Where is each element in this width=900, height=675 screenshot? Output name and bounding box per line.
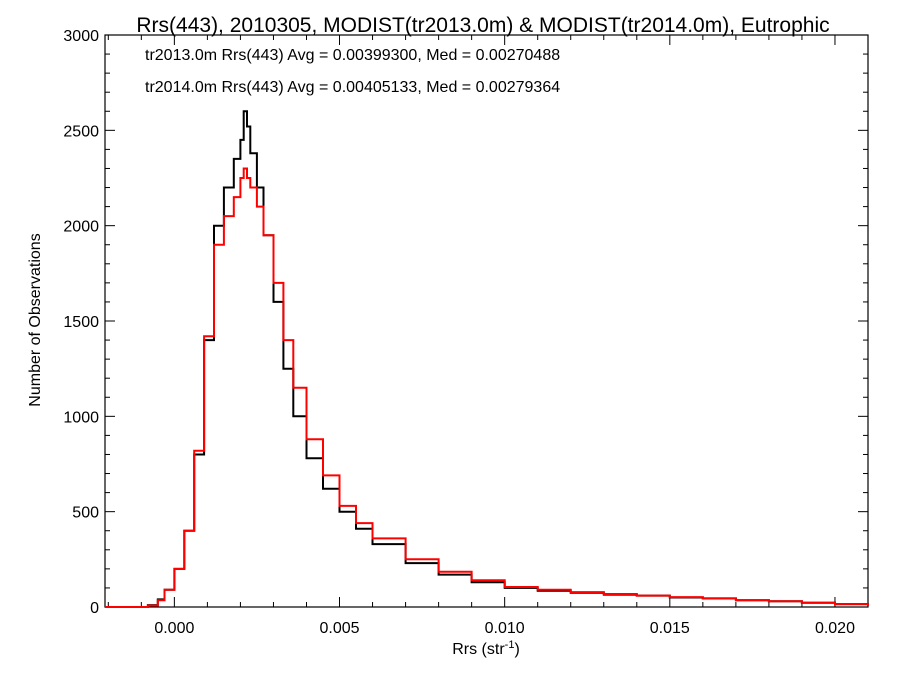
y-tick-label: 1500 <box>63 314 99 331</box>
y-tick-label: 2500 <box>63 123 99 140</box>
y-tick-label: 0 <box>90 600 99 617</box>
plot-frame <box>104 34 869 608</box>
x-axis-label-text: Rrs (str <box>452 641 505 658</box>
x-axis-ticks: 0.000 0.005 0.010 0.015 0.020 <box>107 35 869 637</box>
y-tick-label: 1000 <box>63 409 99 426</box>
x-tick-label: 0.020 <box>815 620 855 637</box>
chart-title: Rrs(443), 2010305, MODIST(tr2013.0m) & M… <box>136 14 829 37</box>
annotation-series-2-stats: tr2014.0m Rrs(443) Avg = 0.00405133, Med… <box>145 79 560 96</box>
series-tr2013-line <box>105 110 869 608</box>
x-tick-label: 0.010 <box>485 620 525 637</box>
x-axis-label-superscript: -1 <box>505 639 515 651</box>
annotation-series-1-stats: tr2013.0m Rrs(443) Avg = 0.00399300, Med… <box>145 47 560 64</box>
y-tick-label: 500 <box>72 505 99 522</box>
y-axis-label: Number of Observations <box>27 233 44 406</box>
y-axis-ticks: 0 500 1000 1500 2000 2500 3000 <box>63 28 868 617</box>
x-tick-label: 0.000 <box>154 620 194 637</box>
series-layer <box>105 110 869 608</box>
y-tick-label: 3000 <box>63 28 99 45</box>
series-tr2014-line <box>105 167 869 608</box>
x-tick-label: 0.015 <box>650 620 690 637</box>
x-axis-label: Rrs (str-1) <box>452 639 520 658</box>
x-axis-label-end: ) <box>514 641 519 658</box>
y-tick-label: 2000 <box>63 219 99 236</box>
x-tick-label: 0.005 <box>319 620 359 637</box>
